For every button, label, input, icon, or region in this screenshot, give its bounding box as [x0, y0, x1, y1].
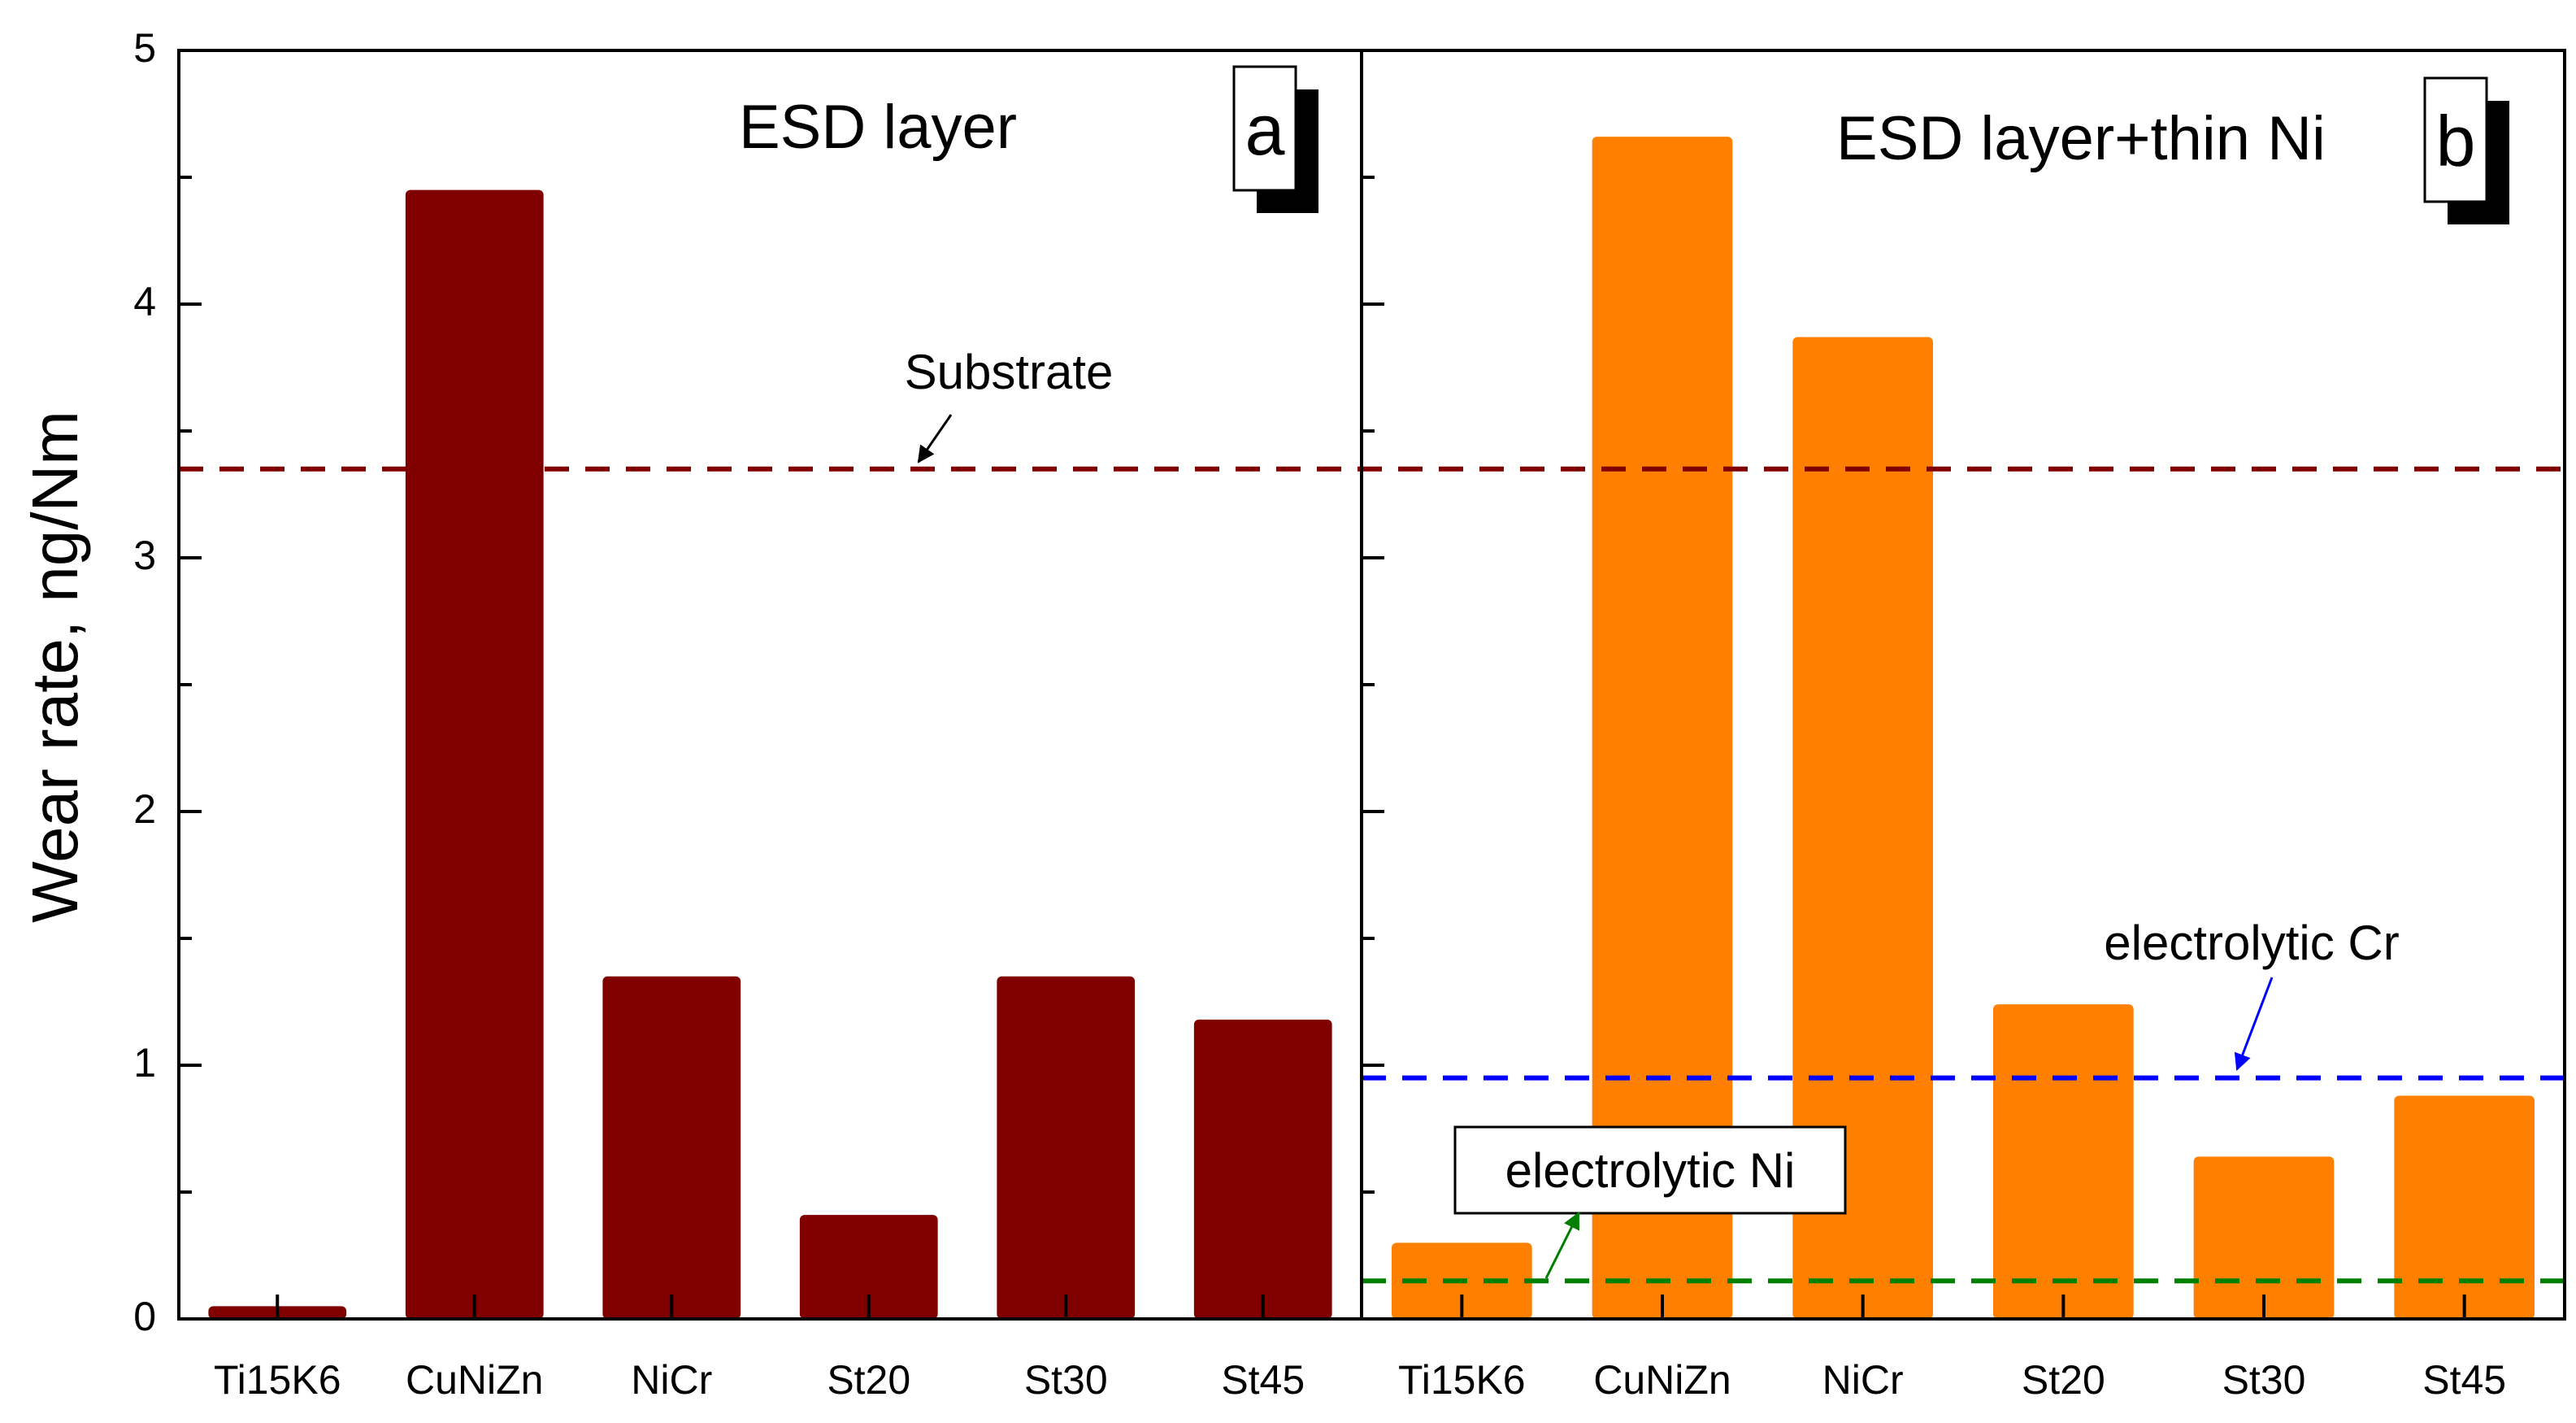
plot-frame: [177, 49, 2566, 1321]
x-tick-label: CuNiZn: [1593, 1357, 1731, 1403]
x-tick-label: St30: [2222, 1357, 2306, 1403]
x-tick-label: St30: [1024, 1357, 1108, 1403]
bar-a-st30: [997, 976, 1136, 1319]
x-tick-label: NiCr: [631, 1357, 712, 1403]
x-tick-label: St45: [2422, 1357, 2506, 1403]
x-tick-label: NiCr: [1822, 1357, 1904, 1403]
panel-b-badge: b: [2423, 76, 2509, 224]
x-tick-label: St20: [2022, 1357, 2105, 1403]
panel-a-badge: a: [1232, 65, 1318, 213]
panel-b-title: ESD layer+thin Ni: [1836, 104, 2326, 173]
substrate-annotation: Substrate: [905, 345, 1114, 399]
y-tick-label: 3: [133, 533, 156, 578]
bar-a-cunizn: [405, 189, 544, 1320]
bar-b-nicr: [1792, 337, 1933, 1319]
electrolytic-ni-annotation: electrolytic Ni: [1505, 1143, 1796, 1198]
bar-b-st30: [2193, 1156, 2335, 1319]
panel-a-title: ESD layer: [739, 93, 1017, 162]
bar-b-st45: [2394, 1095, 2535, 1319]
x-tick-label: Ti15K6: [1398, 1357, 1526, 1403]
bar-b-cunizn: [1592, 137, 1733, 1320]
y-axis-label: Wear rate, ng/Nm: [19, 411, 91, 923]
badge-box: [2423, 76, 2488, 203]
electrolytic-cr-arrow: [2234, 977, 2274, 1071]
electrolytic-ni-arrow: [1544, 1212, 1580, 1279]
plot-marks: Ti15K6 CuNiZn NiCr St20 St30 St45 Ti15K6 CuNiZn…: [179, 49, 2565, 1403]
x-tick-label: St20: [827, 1357, 910, 1403]
bar-a-st45: [1193, 1019, 1332, 1319]
x-tick-label: Ti15K6: [214, 1357, 341, 1403]
bar-a-st20: [799, 1215, 938, 1319]
y-tick-label: 2: [133, 786, 156, 832]
substrate-arrow: [917, 414, 953, 463]
badge-label: a: [1245, 89, 1285, 170]
bar-a-nicr: [602, 976, 741, 1319]
y-tick-labels: 0 1 2 3 4 5: [133, 25, 156, 1339]
y-tick-label: 0: [133, 1294, 156, 1339]
electrolytic-ni-label-box: [1453, 1125, 1847, 1215]
badge-label: b: [2436, 101, 2476, 181]
x-tick-label: St45: [1221, 1357, 1305, 1403]
x-tick-label: CuNiZn: [406, 1357, 543, 1403]
y-tick-label: 1: [133, 1040, 156, 1086]
badge-box: [1232, 65, 1297, 192]
y-tick-label: 4: [133, 279, 156, 324]
y-tick-label: 5: [133, 25, 156, 71]
bar-b-st20: [1993, 1004, 2134, 1319]
electrolytic-cr-annotation: electrolytic Cr: [2104, 916, 2399, 970]
